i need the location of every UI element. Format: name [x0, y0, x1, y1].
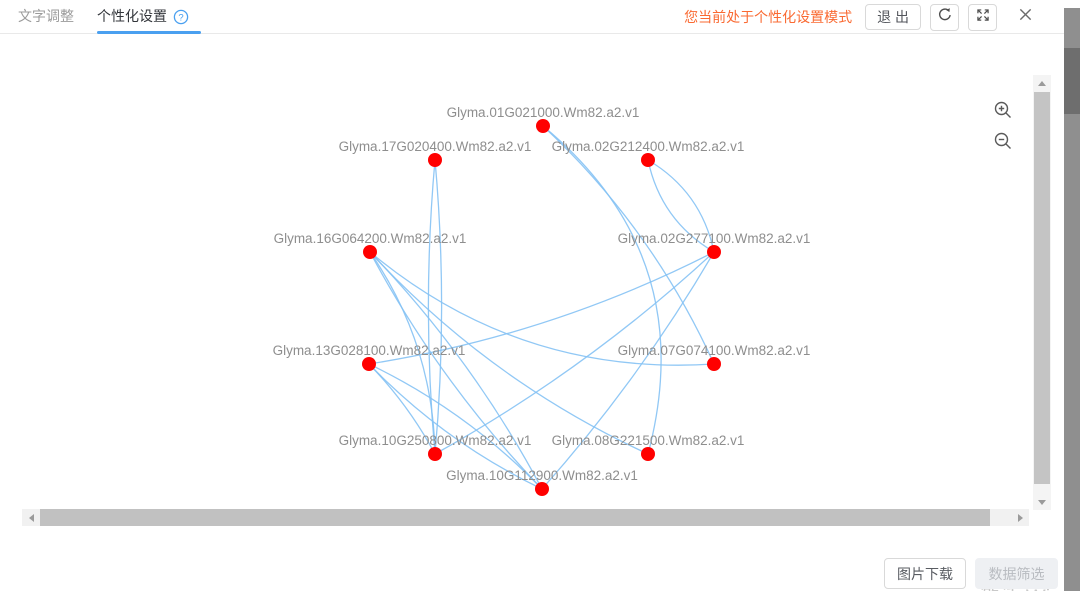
graph-zoom-out-button[interactable]	[993, 131, 1013, 151]
graph-edge	[542, 125, 715, 365]
graph-edge	[369, 251, 649, 455]
graph-node-label: Glyma.07G074100.Wm82.a2.v1	[618, 343, 811, 358]
graph-node-label: Glyma.02G212400.Wm82.a2.v1	[552, 139, 745, 154]
data-filter-button[interactable]: 数据筛选	[975, 558, 1058, 589]
vertical-scrollbar-thumb[interactable]	[1034, 92, 1050, 484]
graph-node[interactable]	[707, 357, 721, 371]
graph-edge	[368, 363, 543, 490]
question-circle-icon[interactable]: ?	[173, 9, 189, 25]
graph-edge	[434, 159, 443, 455]
graph-node[interactable]	[535, 482, 549, 496]
graph-edge	[368, 363, 543, 490]
graph-node-label: Glyma.13G028100.Wm82.a2.v1	[273, 343, 466, 358]
canvas-horizontal-scrollbar[interactable]	[22, 509, 1029, 526]
svg-text:?: ?	[178, 12, 183, 23]
zoom-out-icon	[993, 132, 1013, 155]
graph-edge	[647, 159, 715, 253]
refresh-button[interactable]	[930, 3, 959, 31]
graph-edge	[434, 251, 715, 455]
graph-node-label: Glyma.10G250800.Wm82.a2.v1	[339, 433, 532, 448]
scroll-down-arrow[interactable]	[1033, 494, 1051, 510]
browser-scrollbar-thumb[interactable]	[1064, 48, 1080, 114]
graph-node[interactable]	[363, 245, 377, 259]
close-button[interactable]	[1012, 3, 1038, 31]
graph-edge	[369, 251, 543, 490]
exit-button[interactable]: 退 出	[865, 4, 921, 30]
graph-node[interactable]	[362, 357, 376, 371]
fullscreen-button[interactable]	[968, 3, 997, 31]
scroll-up-arrow[interactable]	[1033, 75, 1051, 91]
scroll-right-arrow[interactable]	[1011, 509, 1029, 526]
active-tab-underline	[97, 31, 201, 34]
browser-scrollbar[interactable]	[1064, 8, 1080, 591]
graph-edge	[368, 251, 715, 365]
horizontal-scrollbar-thumb[interactable]	[40, 509, 990, 526]
fullscreen-expand-icon	[976, 8, 990, 27]
graph-edge	[647, 159, 715, 253]
graph-edge	[368, 363, 436, 455]
graph-node[interactable]	[536, 119, 550, 133]
image-download-button[interactable]: 图片下载	[884, 558, 966, 589]
graph-node[interactable]	[641, 153, 655, 167]
refresh-icon	[937, 7, 952, 27]
tab-personalize[interactable]: 个性化设置	[97, 8, 167, 24]
graph-node[interactable]	[641, 447, 655, 461]
graph-node-label: Glyma.08G221500.Wm82.a2.v1	[552, 433, 745, 448]
canvas-vertical-scrollbar[interactable]	[1033, 75, 1051, 510]
graph-node-label: Glyma.16G064200.Wm82.a2.v1	[274, 231, 467, 246]
mode-notice-text: 您当前处于个性化设置模式	[684, 9, 853, 25]
graph-edge	[542, 125, 662, 455]
graph-node-label: Glyma.02G277100.Wm82.a2.v1	[618, 231, 811, 246]
close-icon	[1018, 7, 1033, 27]
top-tab-bar: 文字调整 个性化设置 ? 您当前处于个性化设置模式 退 出	[0, 0, 1064, 34]
tab-text-adjust[interactable]: 文字调整	[18, 8, 74, 24]
graph-node-label: Glyma.17G020400.Wm82.a2.v1	[339, 139, 532, 154]
graph-zoom-in-button[interactable]	[993, 100, 1013, 120]
graph-edge	[369, 251, 715, 366]
zoom-in-icon	[993, 101, 1013, 124]
graph-edge	[369, 251, 436, 455]
graph-node[interactable]	[428, 153, 442, 167]
graph-edge	[369, 251, 543, 490]
scroll-left-arrow[interactable]	[22, 509, 40, 526]
graph-node[interactable]	[707, 245, 721, 259]
graph-node-label: Glyma.01G021000.Wm82.a2.v1	[447, 105, 640, 120]
graph-edge	[541, 251, 715, 490]
graph-node-label: Glyma.10G112900.Wm82.a2.v1	[446, 468, 638, 483]
graph-node[interactable]	[428, 447, 442, 461]
